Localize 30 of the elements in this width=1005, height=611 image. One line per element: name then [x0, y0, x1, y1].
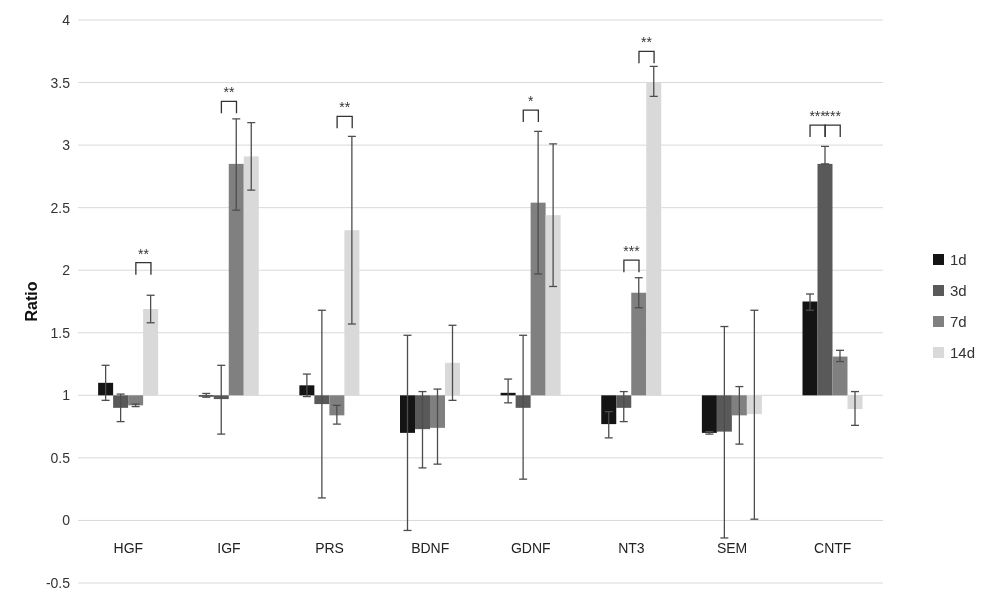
x-tick-label: HGF [113, 539, 144, 556]
x-tick-label: PRS [315, 539, 344, 556]
y-tick-label: 4 [62, 11, 71, 28]
x-tick-label: GDNF [510, 539, 551, 556]
y-tick-label: 3.5 [50, 74, 71, 91]
annotation: ** [137, 245, 150, 262]
y-tick-label: 2.5 [50, 199, 71, 216]
annotation: ** [339, 99, 351, 116]
y-tick-label: 3 [62, 137, 71, 154]
annotation: ** [223, 84, 235, 101]
y-tick-label: 1.5 [50, 324, 71, 341]
legend-label: 1d [950, 250, 967, 268]
annotation: *** [623, 243, 641, 260]
y-tick-label: 0 [62, 512, 71, 529]
x-tick-label: CNTF [814, 539, 852, 556]
annotation: ** [641, 34, 653, 51]
y-axis-title: Ratio [22, 281, 40, 322]
legend-label: 14d [950, 343, 976, 361]
x-tick-label: NT3 [618, 539, 645, 556]
x-tick-label: SEM [716, 539, 748, 556]
y-tick-label: 2 [62, 262, 71, 279]
x-tick-label: BDNF [411, 539, 450, 556]
legend-label: 7d [950, 312, 967, 330]
annotation: *** [824, 108, 842, 125]
y-tick-label: 1 [62, 387, 71, 404]
y-tick-label: -0.5 [45, 574, 71, 591]
x-tick-label: IGF [217, 539, 241, 556]
annotation: * [528, 93, 535, 110]
y-tick-label: 0.5 [50, 449, 71, 466]
legend-label: 3d [950, 281, 967, 299]
